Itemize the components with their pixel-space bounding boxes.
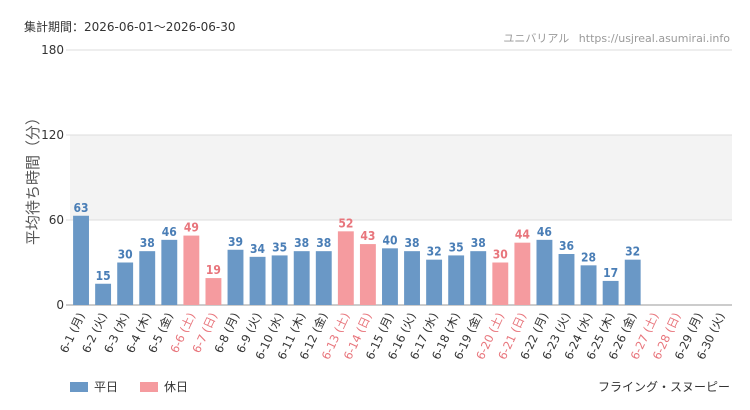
attraction-name: フライング・スヌーピー: [597, 380, 730, 394]
bar-6-6 (土): [183, 235, 200, 305]
y-tick-label: 0: [56, 298, 64, 312]
legend-label-weekday: 平日: [94, 380, 119, 394]
legend-swatch-weekday: [70, 381, 88, 392]
y-tick-label: 60: [49, 213, 64, 227]
data-label: 34: [250, 242, 266, 256]
bar-6-12 (金): [315, 251, 332, 305]
bar-6-7 (日): [205, 278, 222, 305]
data-label: 30: [118, 248, 133, 262]
legend-swatch-holiday: [140, 381, 159, 392]
bar-6-16 (火): [404, 251, 420, 305]
data-label: 38: [471, 236, 486, 250]
legend-label-holiday: 休日: [164, 380, 189, 394]
bar-6-1 (月): [73, 215, 89, 305]
bar-6-22 (月): [536, 239, 553, 305]
data-label: 15: [96, 269, 111, 283]
bar-6-8 (月): [227, 249, 244, 305]
data-label: 30: [493, 248, 508, 262]
data-label: 35: [272, 240, 287, 254]
data-label: 39: [228, 235, 243, 249]
bar-6-9 (火): [249, 256, 266, 305]
data-label: 38: [294, 236, 309, 250]
bar-6-14 (日): [359, 244, 376, 305]
data-label: 28: [581, 250, 596, 264]
bar-6-24 (水): [580, 265, 597, 305]
legend-item-weekday[interactable]: 平日: [70, 378, 118, 395]
data-label: 19: [206, 263, 221, 277]
band-60-120: [70, 135, 732, 220]
data-label: 38: [316, 236, 331, 250]
bar-6-25 (木): [602, 280, 619, 305]
bar-6-3 (水): [117, 262, 134, 305]
data-label: 17: [603, 266, 618, 280]
data-label: 38: [405, 236, 420, 250]
data-label: 38: [140, 236, 155, 250]
y-tick-label: 180: [41, 43, 64, 57]
data-label: 52: [338, 216, 353, 230]
bar-6-26 (金): [624, 259, 641, 305]
bar-6-10 (水): [271, 255, 288, 305]
y-axis-title: 平均待ち時間（分）: [24, 110, 42, 245]
data-label: 36: [559, 239, 574, 253]
data-label: 49: [184, 221, 199, 235]
data-label: 43: [360, 229, 375, 243]
data-label: 46: [162, 225, 177, 239]
data-label: 46: [537, 225, 552, 239]
period-label: 集計期間：2026-06-01～2026-06-30: [24, 20, 236, 34]
site-credit: ユニバリアル https://usjreal.asumirai.info: [497, 30, 730, 46]
site-url[interactable]: https://usjreal.asumirai.info: [578, 32, 730, 45]
bar-6-20 (土): [492, 262, 509, 305]
data-label: 40: [382, 233, 397, 247]
data-label: 44: [515, 228, 531, 242]
bar-6-4 (木): [139, 251, 156, 305]
bar-6-5 (金): [161, 239, 178, 305]
bar-6-15 (月): [382, 248, 398, 305]
bar-6-11 (木): [293, 251, 310, 305]
data-label: 63: [74, 201, 89, 215]
data-label: 32: [427, 245, 442, 259]
site-name: ユニバリアル: [503, 32, 570, 45]
bar-6-2 (火): [95, 283, 112, 305]
bar-6-19 (金): [470, 251, 487, 305]
bar-6-18 (木): [448, 255, 465, 305]
legend-item-holiday[interactable]: 休日: [140, 378, 188, 395]
bar-6-21 (日): [514, 242, 531, 305]
legend: 平日 休日: [70, 378, 210, 395]
data-label: 32: [625, 245, 640, 259]
bar-6-23 (火): [558, 254, 575, 305]
y-tick-label: 120: [41, 128, 64, 142]
data-label: 35: [449, 240, 464, 254]
bar-6-13 (土): [337, 231, 354, 305]
bar-6-17 (水): [426, 259, 443, 305]
